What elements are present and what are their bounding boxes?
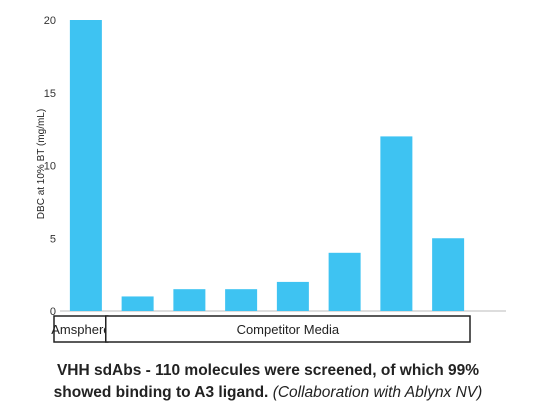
category-group-label: Competitor Media xyxy=(237,322,340,337)
caption: VHH sdAbs - 110 molecules were screened,… xyxy=(0,360,536,404)
caption-bold: showed binding to A3 ligand. xyxy=(53,384,269,401)
bars xyxy=(69,20,465,311)
bar xyxy=(432,238,465,311)
y-tick-label: 15 xyxy=(44,88,56,100)
y-tick-label: 10 xyxy=(44,161,56,173)
y-tick-label: 0 xyxy=(50,306,56,318)
caption-line-1: VHH sdAbs - 110 molecules were screened,… xyxy=(56,362,480,379)
bar xyxy=(173,289,206,311)
y-tick-label: 20 xyxy=(44,15,56,27)
bar xyxy=(69,20,102,311)
category-group-label: Amsphere xyxy=(51,322,110,337)
bar xyxy=(380,136,413,311)
category-group-box xyxy=(105,315,471,343)
bar xyxy=(328,252,361,311)
caption-line-2: showed binding to A3 ligand. (Collaborat… xyxy=(0,382,536,404)
category-groups: Amsphere Competitor Media xyxy=(51,315,471,343)
bar xyxy=(225,289,258,311)
caption-italic: (Collaboration with Ablynx NV) xyxy=(272,384,483,401)
y-axis: 0 5 10 15 20 xyxy=(44,15,56,318)
y-axis-label: DBC at 10% BT (mg/mL) xyxy=(36,109,47,219)
y-tick-label: 5 xyxy=(50,233,56,245)
bar xyxy=(276,281,309,311)
bar-chart: 0 5 10 15 20 DBC at 10% BT (mg/mL) Amsphere C… xyxy=(36,15,506,343)
bar xyxy=(121,296,154,311)
